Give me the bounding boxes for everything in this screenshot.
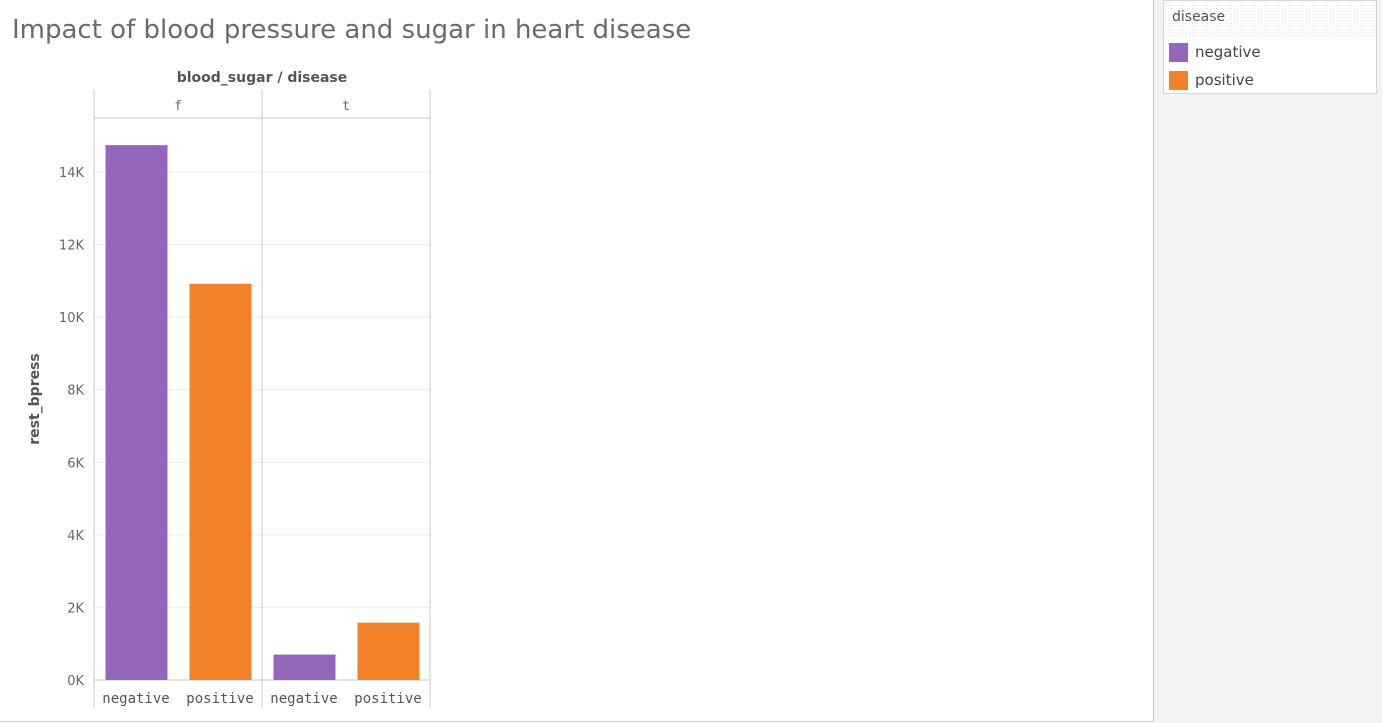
legend-title: disease: [1172, 9, 1226, 25]
side-panel: [1154, 0, 1382, 723]
x-category-label: positive: [186, 691, 253, 707]
legend-header: [1164, 1, 1376, 37]
bar-chart: blood_sugar / disease f t 0K 2K 4K 6K 8K 10K 12K 1…: [27, 70, 431, 708]
chart-title: Impact of blood pressure and sugar in he…: [12, 15, 692, 45]
legend-swatch-negative: [1169, 43, 1188, 62]
x-category-label: positive: [354, 691, 421, 707]
x-category-label: negative: [102, 691, 169, 707]
legend-label-positive: positive: [1195, 71, 1254, 89]
bar-t-negative: [273, 654, 336, 680]
chart-area: Impact of blood pressure and sugar in he…: [0, 0, 1154, 722]
y-tick-label: 14K: [59, 166, 85, 181]
y-tick-label: 4K: [67, 529, 84, 544]
x-category-label: negative: [270, 691, 337, 707]
group-label: t: [342, 99, 350, 114]
bar-f-negative: [105, 145, 168, 681]
y-tick-label: 2K: [67, 601, 84, 616]
y-tick-label: 12K: [59, 239, 85, 254]
group-label: f: [174, 99, 182, 114]
legend-item-negative[interactable]: negative: [1169, 42, 1369, 62]
bar-f-positive: [189, 283, 252, 680]
y-axis-label: rest_bpress: [27, 353, 43, 445]
column-header: blood_sugar / disease: [177, 70, 348, 86]
legend-item-positive[interactable]: positive: [1169, 70, 1369, 90]
y-tick-label: 6K: [67, 456, 84, 471]
y-tick-label: 8K: [67, 384, 84, 399]
legend-label-negative: negative: [1195, 43, 1261, 61]
legend: disease negative positive: [1163, 0, 1377, 94]
y-tick-label: 0K: [67, 674, 84, 689]
bar-t-positive: [357, 622, 420, 680]
y-tick-label: 10K: [59, 311, 85, 326]
legend-swatch-positive: [1169, 71, 1188, 90]
